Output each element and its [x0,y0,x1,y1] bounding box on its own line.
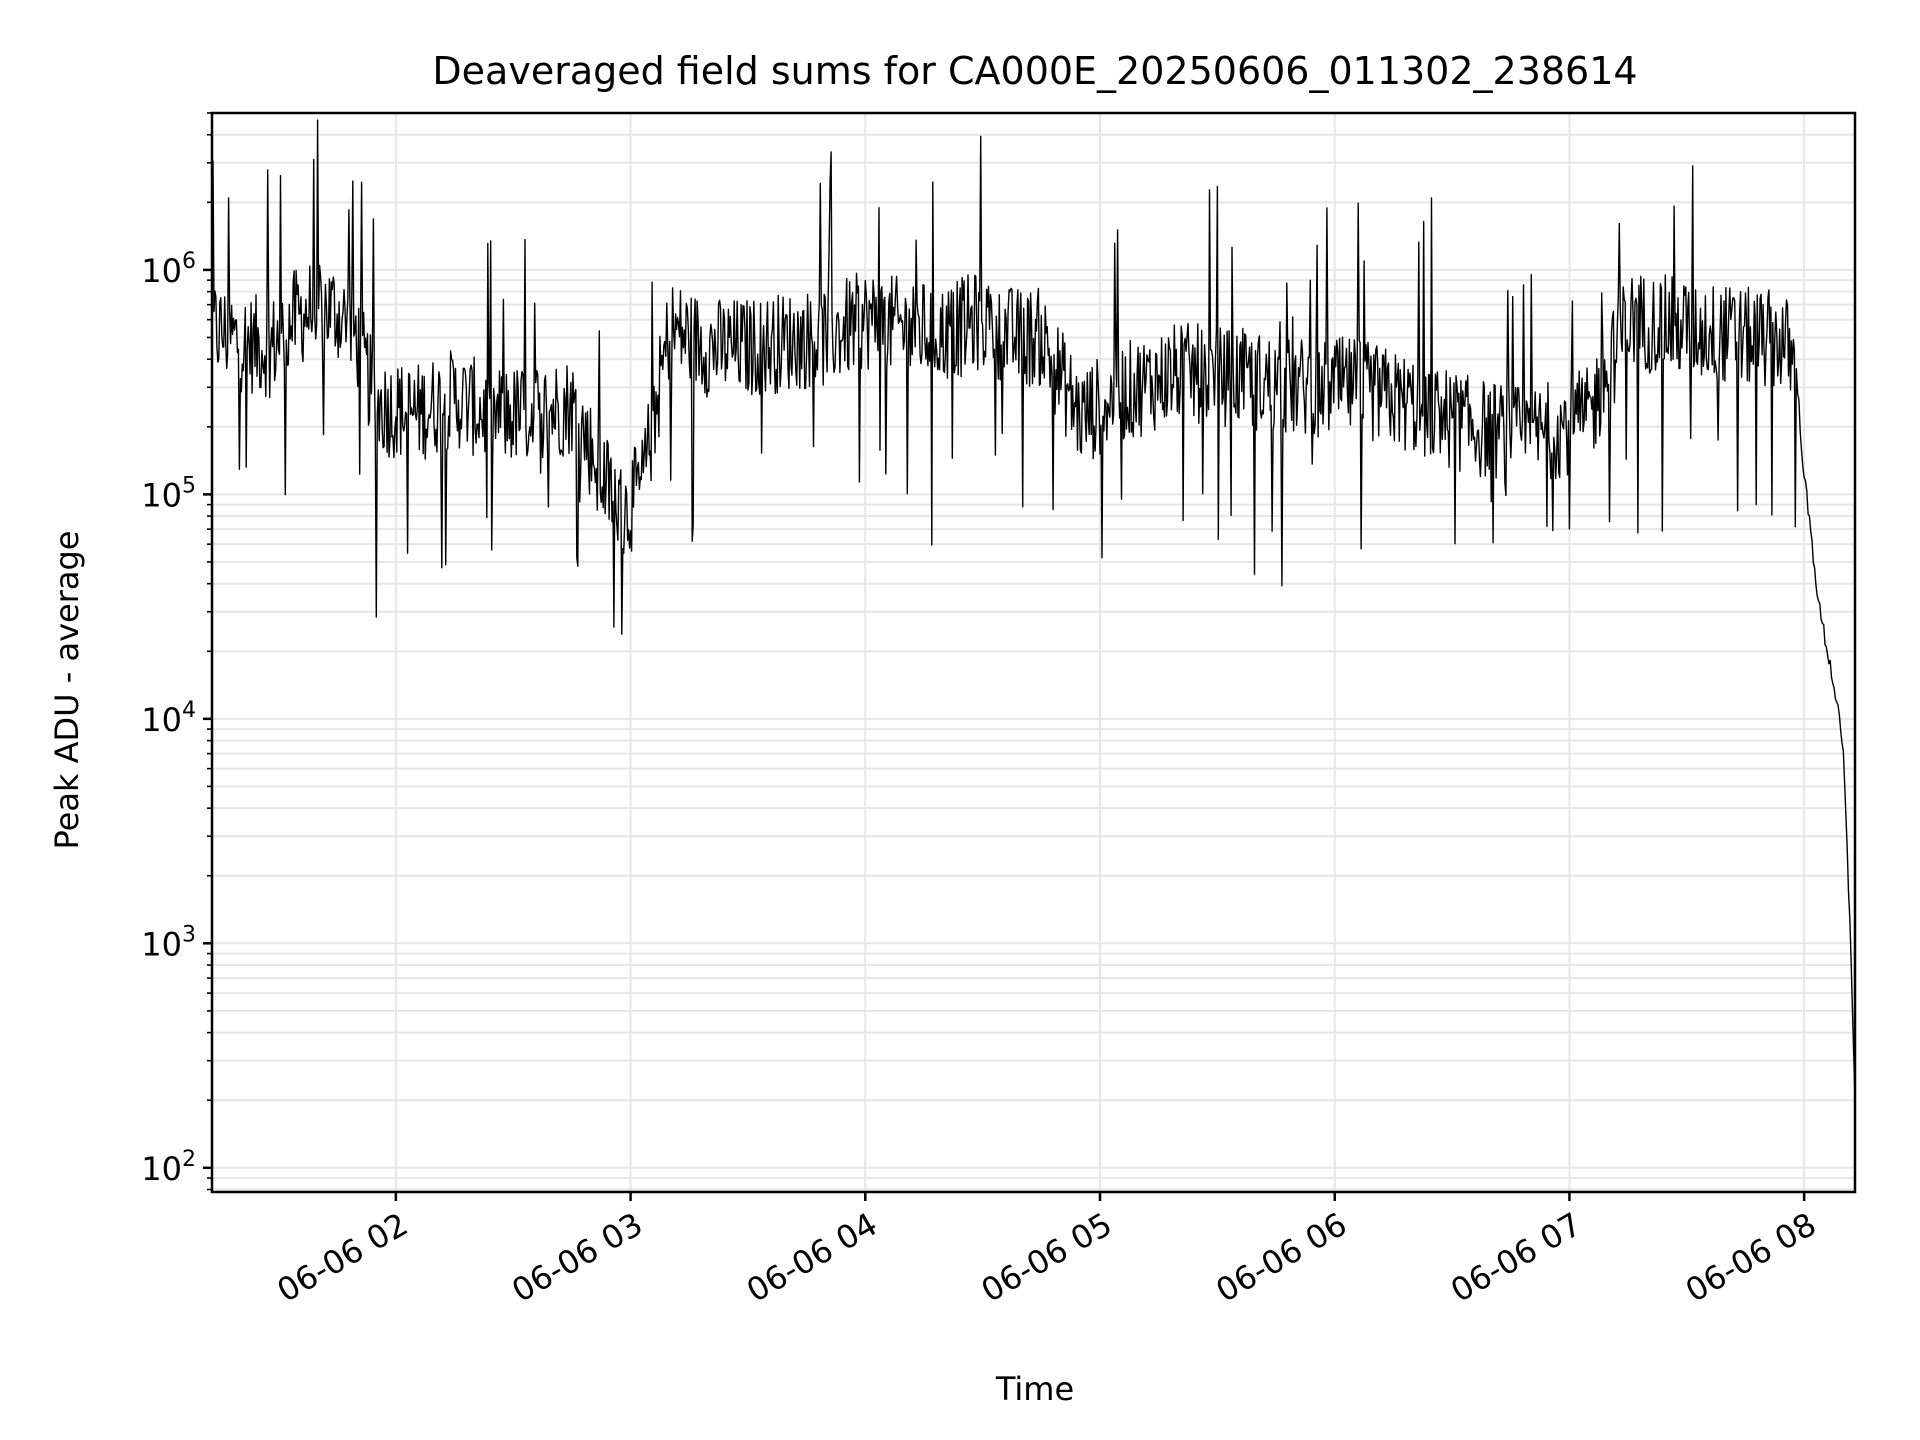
x-tick-label: 06-06 07 [1444,1205,1588,1310]
x-tick-label: 06-06 03 [505,1205,649,1310]
y-tick-label-base: 10 [141,701,182,739]
y-tick-label: 102 [141,1147,196,1188]
plot-series [211,119,1856,1101]
chart-title: Deaveraged field sums for CA000E_2025060… [432,49,1637,93]
y-axis-label: Peak ADU - average [48,531,86,850]
y-tick-label: 106 [141,249,196,290]
y-tick-label-exponent: 4 [182,698,196,723]
x-tick-label: 06-06 06 [1210,1205,1354,1310]
y-tick-label-exponent: 6 [182,249,196,274]
y-tick-label-base: 10 [141,476,182,514]
y-tick-label-base: 10 [141,925,182,963]
y-tick-label: 105 [141,473,196,514]
plot-frame [210,111,1857,1194]
series-line-0 [211,119,1856,1101]
y-tick-label: 103 [141,922,196,963]
y-tick-label-exponent: 5 [182,473,196,498]
grid [212,112,1855,1192]
y-tick-label-base: 10 [141,1150,182,1188]
x-axis: 06-06 02 06-06 03 06-06 04 06-06 05 06-06 06… [271,1192,1823,1310]
x-tick-label: 06-06 04 [740,1205,884,1310]
x-tick-label: 06-06 08 [1679,1205,1823,1310]
y-tick-label-exponent: 3 [182,922,196,947]
y-tick-label-base: 10 [141,252,182,290]
x-tick-label: 06-06 05 [975,1205,1119,1310]
y-tick-label: 104 [141,698,196,739]
x-tick-label: 06-06 02 [271,1205,415,1310]
y-tick-label-exponent: 2 [182,1147,196,1172]
x-axis-label: Time [995,1370,1074,1408]
